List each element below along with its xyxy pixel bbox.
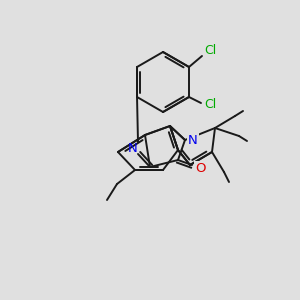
Text: N: N bbox=[188, 134, 198, 146]
Text: O: O bbox=[195, 161, 205, 175]
Text: Cl: Cl bbox=[204, 98, 216, 112]
Text: Cl: Cl bbox=[204, 44, 216, 56]
Text: N: N bbox=[128, 142, 138, 154]
